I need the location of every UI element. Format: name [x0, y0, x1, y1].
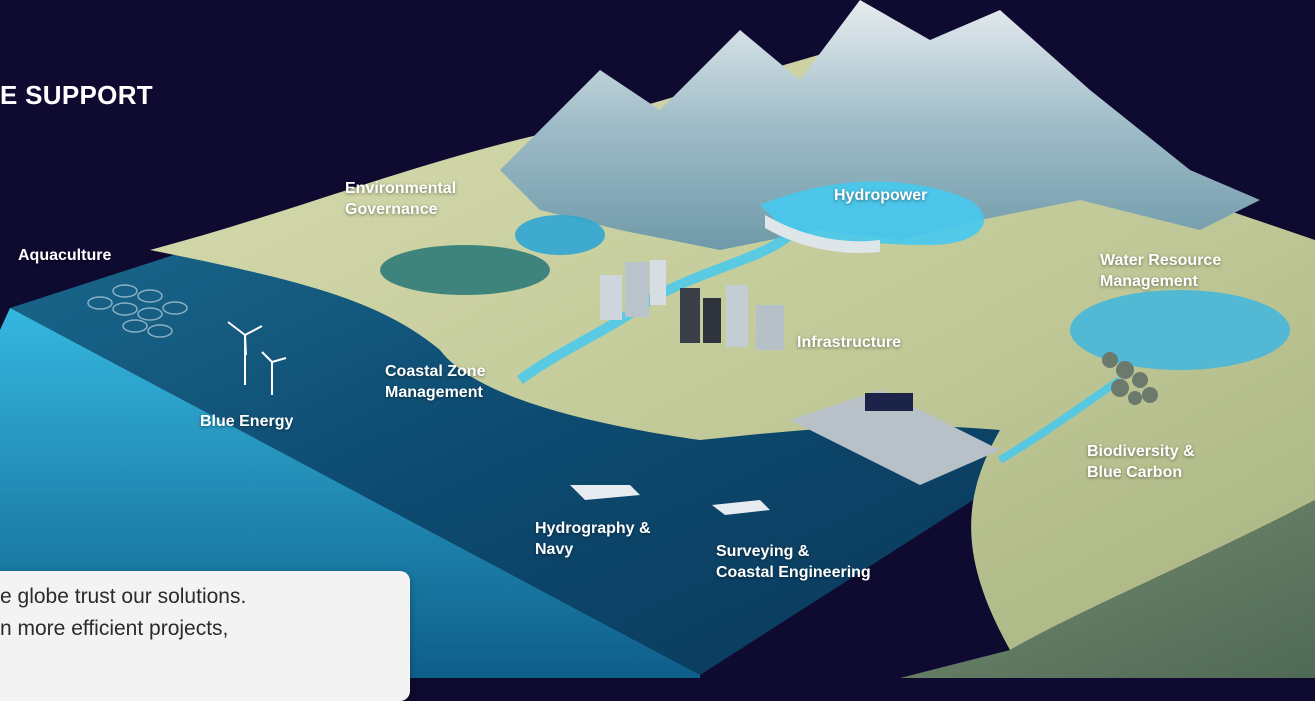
- building: [625, 262, 649, 317]
- building: [756, 305, 784, 350]
- label-hydrography-navy[interactable]: Hydrography & Navy: [535, 520, 651, 558]
- info-card-text: e globe trust our solutions. n more effi…: [0, 585, 247, 640]
- section-heading: E SUPPORT: [0, 80, 153, 110]
- survey-boat: [712, 500, 770, 515]
- port-terminal: [790, 390, 1000, 485]
- label-environmental-governance[interactable]: Environmental Governance: [345, 180, 457, 218]
- label-hydropower[interactable]: Hydropower: [834, 187, 928, 204]
- river-right: [997, 376, 1123, 464]
- reservoir: [760, 181, 985, 245]
- label-infrastructure[interactable]: Infrastructure: [797, 334, 902, 351]
- building: [650, 260, 666, 305]
- wetland: [1070, 290, 1290, 370]
- label-surveying-coastal-engineering[interactable]: Surveying & Coastal Engineering: [716, 543, 871, 581]
- building: [703, 298, 721, 343]
- lake: [380, 245, 550, 295]
- pond: [515, 215, 605, 255]
- label-coastal-zone-management[interactable]: Coastal Zone Management: [385, 363, 486, 401]
- label-aquaculture[interactable]: Aquaculture: [18, 247, 112, 264]
- aquaculture-pens: [87, 284, 188, 338]
- building: [726, 285, 748, 347]
- building: [680, 288, 700, 343]
- dam: [765, 215, 880, 253]
- label-blue-energy[interactable]: Blue Energy: [200, 413, 294, 430]
- land-cross-section-right: [900, 500, 1315, 678]
- warehouse: [865, 393, 913, 411]
- building: [600, 275, 622, 320]
- navy-ship: [570, 485, 640, 500]
- label-biodiversity-blue-carbon[interactable]: Biodiversity & Blue Carbon: [1087, 443, 1195, 481]
- mountain-range: [500, 0, 1260, 250]
- mangrove-trees: [1102, 352, 1158, 405]
- wind-turbines: [227, 321, 287, 395]
- label-water-resource-management[interactable]: Water Resource Management: [1100, 252, 1222, 290]
